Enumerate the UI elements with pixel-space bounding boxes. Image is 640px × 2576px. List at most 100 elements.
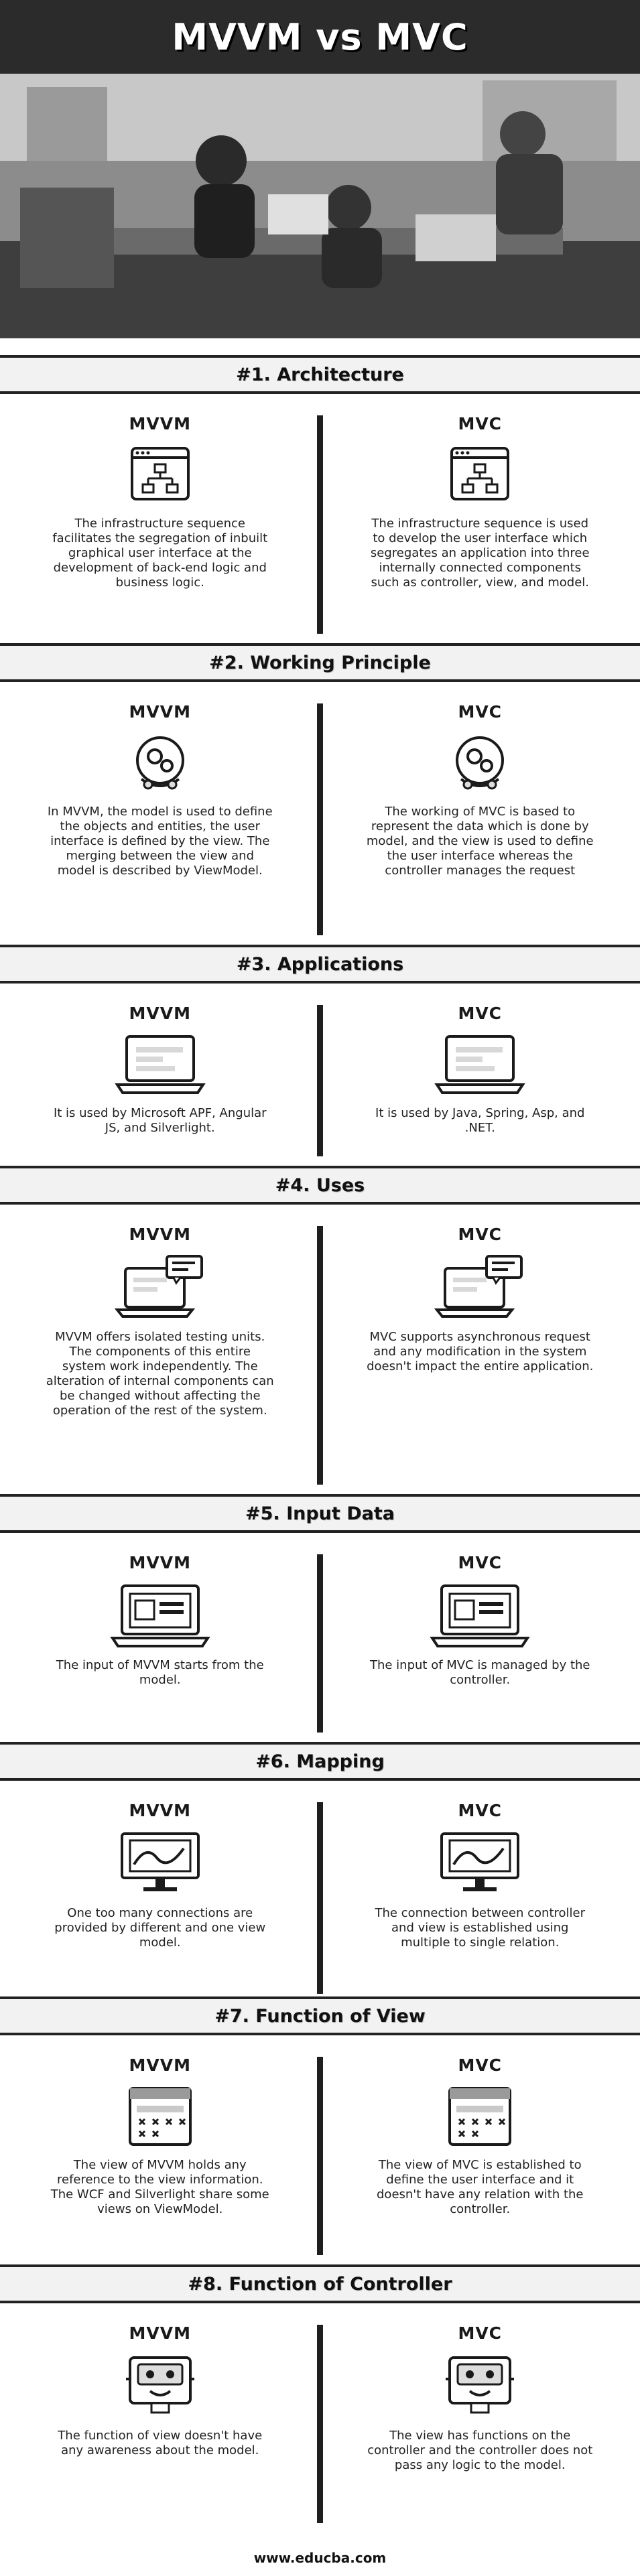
- mvvm-label: MVVM: [129, 1225, 191, 1244]
- brain-gears-icon: [27, 731, 294, 795]
- column-divider: [317, 2325, 323, 2523]
- mvc-description: The connection between controller and vi…: [375, 1906, 586, 1950]
- mvvm-column: MVVM MVVM offers isolated testing units.…: [0, 1210, 320, 1491]
- mvvm-description: The view of MVVM holds any reference to …: [50, 2158, 269, 2216]
- column-divider: [317, 415, 323, 634]
- section-heading: #1. Architecture: [0, 355, 640, 394]
- mvc-label: MVC: [458, 1004, 503, 1023]
- laptop-window-icon: [27, 1582, 294, 1649]
- mvvm-column: MVVM The function of view doesn't have a…: [0, 2309, 320, 2530]
- column-divider: [317, 703, 323, 935]
- section-heading: #4. Uses: [0, 1166, 640, 1205]
- mvc-description: MVC supports asynchronous request and an…: [367, 1330, 594, 1373]
- laptop-window-icon: [347, 1582, 614, 1649]
- wireframe-icon: [347, 2084, 614, 2149]
- section-heading-text: #5. Input Data: [245, 1503, 395, 1524]
- mvvm-label: MVVM: [129, 1553, 191, 1572]
- robot-icon: [27, 2352, 294, 2419]
- mvvm-label: MVVM: [129, 414, 191, 433]
- comparison-block: MVVM The function of view doesn't have a…: [0, 2309, 640, 2530]
- monitor-chart-icon: [27, 1830, 294, 1897]
- mvc-label: MVC: [458, 2323, 503, 2343]
- mvc-label: MVC: [458, 414, 503, 433]
- laptop-chat-icon: [347, 1253, 614, 1320]
- mvvm-description: It is used by Microsoft APF, Angular JS,…: [53, 1106, 267, 1135]
- comparison-block: MVVM It is used by Microsoft APF, Angula…: [0, 989, 640, 1163]
- comparison-block: MVVM In MVVM, the model is used to defin…: [0, 687, 640, 942]
- mvvm-column: MVVM The infrastructure sequence facilit…: [0, 399, 320, 640]
- hero-illustration: [0, 74, 640, 338]
- mvvm-label: MVVM: [129, 2323, 191, 2343]
- mvc-column: MVC The infrastructure sequence is used …: [320, 399, 640, 640]
- mvc-description: The view has functions on the controller…: [367, 2429, 593, 2472]
- section-heading: #6. Mapping: [0, 1742, 640, 1781]
- page-title: MVVM vs MVC: [172, 15, 468, 58]
- mvvm-description: The infrastructure sequence facilitates …: [52, 517, 268, 590]
- section-heading-text: #2. Working Principle: [209, 652, 431, 673]
- column-divider: [317, 2057, 323, 2255]
- mvvm-description: The function of view doesn't have any aw…: [58, 2429, 263, 2457]
- laptop-icon: [27, 1032, 294, 1097]
- mvvm-description: One too many connections are provided by…: [54, 1906, 266, 1950]
- section-heading-text: #1. Architecture: [236, 364, 404, 385]
- mvvm-description: In MVVM, the model is used to define the…: [47, 805, 273, 878]
- column-divider: [317, 1226, 323, 1485]
- mvvm-column: MVVM One too many connections are provid…: [0, 1786, 320, 2001]
- monitor-chart-icon: [347, 1830, 614, 1897]
- column-divider: [317, 1005, 323, 1156]
- mvc-column: MVC The input of MVC is managed by the c…: [320, 1538, 640, 1739]
- brain-gears-icon: [347, 731, 614, 795]
- mvvm-label: MVVM: [129, 702, 191, 722]
- sitemap-window-icon: [27, 443, 294, 507]
- mvvm-label: MVVM: [129, 2055, 191, 2075]
- mvc-label: MVC: [458, 1553, 503, 1572]
- mvc-column: MVC It is used by Java, Spring, Asp, and…: [320, 989, 640, 1163]
- mvc-label: MVC: [458, 1225, 503, 1244]
- mvc-label: MVC: [458, 1801, 503, 1820]
- mvvm-column: MVVM It is used by Microsoft APF, Angula…: [0, 989, 320, 1163]
- mvc-column: MVC The working of MVC is based to repre…: [320, 687, 640, 942]
- section-heading-text: #8. Function of Controller: [188, 2273, 452, 2295]
- mvc-description: The infrastructure sequence is used to d…: [370, 517, 590, 590]
- comparison-block: MVVM The infrastructure sequence facilit…: [0, 399, 640, 640]
- robot-icon: [347, 2352, 614, 2419]
- wireframe-icon: [27, 2084, 294, 2149]
- mvc-column: MVC The view of MVC is established to de…: [320, 2041, 640, 2262]
- mvc-description: The working of MVC is based to represent…: [366, 805, 594, 878]
- mvvm-label: MVVM: [129, 1801, 191, 1820]
- column-divider: [317, 1802, 323, 1994]
- column-divider: [317, 1554, 323, 1733]
- comparison-block: MVVM The input of MVVM starts from the m…: [0, 1538, 640, 1739]
- section-heading: #7. Function of View: [0, 1996, 640, 2035]
- mvvm-label: MVVM: [129, 1004, 191, 1023]
- mvvm-column: MVVM The input of MVVM starts from the m…: [0, 1538, 320, 1739]
- mvc-label: MVC: [458, 702, 503, 722]
- section-heading-text: #6. Mapping: [255, 1751, 385, 1772]
- mvvm-column: MVVM In MVVM, the model is used to defin…: [0, 687, 320, 942]
- mvvm-description: MVVM offers isolated testing units. The …: [46, 1330, 274, 1418]
- mvc-description: It is used by Java, Spring, Asp, and .NE…: [375, 1106, 585, 1135]
- mvc-description: The view of MVC is established to define…: [377, 2158, 584, 2216]
- section-heading-text: #7. Function of View: [214, 2005, 426, 2027]
- mvvm-description: The input of MVVM starts from the model.: [56, 1658, 264, 1687]
- title-banner: MVVM vs MVC: [0, 0, 640, 74]
- section-heading: #2. Working Principle: [0, 643, 640, 682]
- laptop-icon: [347, 1032, 614, 1097]
- footer-url: www.educba.com: [253, 2549, 387, 2566]
- mvc-description: The input of MVC is managed by the contr…: [369, 1658, 590, 1687]
- section-heading-text: #4. Uses: [275, 1174, 365, 1196]
- comparison-block: MVVM The view of MVVM holds any referenc…: [0, 2041, 640, 2262]
- section-heading-text: #3. Applications: [236, 953, 404, 975]
- comparison-block: MVVM One too many connections are provid…: [0, 1786, 640, 2001]
- hero-image: [0, 74, 640, 338]
- mvc-label: MVC: [458, 2055, 503, 2075]
- sitemap-window-icon: [347, 443, 614, 507]
- section-heading: #5. Input Data: [0, 1494, 640, 1533]
- mvc-column: MVC MVC supports asynchronous request an…: [320, 1210, 640, 1491]
- mvvm-column: MVVM The view of MVVM holds any referenc…: [0, 2041, 320, 2262]
- laptop-chat-icon: [27, 1253, 294, 1320]
- section-heading: #8. Function of Controller: [0, 2264, 640, 2303]
- mvc-column: MVC The connection between controller an…: [320, 1786, 640, 2001]
- mvc-column: MVC The view has functions on the contro…: [320, 2309, 640, 2530]
